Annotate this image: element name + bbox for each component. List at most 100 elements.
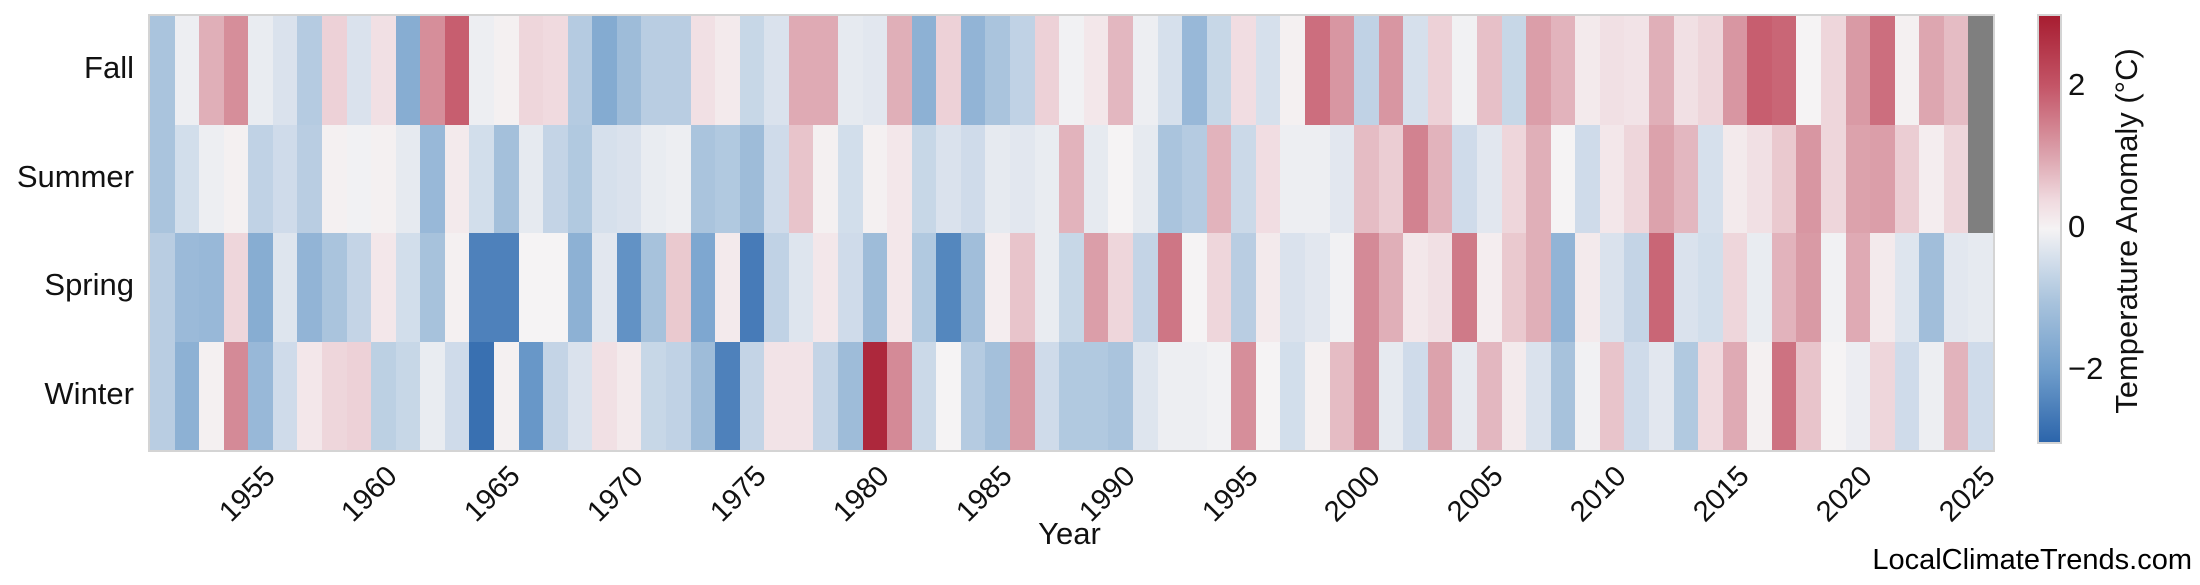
heatmap-cell xyxy=(1870,124,1895,233)
heatmap-cell xyxy=(592,233,617,342)
watermark-text: LocalClimateTrends.com xyxy=(1872,544,2192,576)
heatmap-cell xyxy=(1403,233,1428,342)
heatmap-cell xyxy=(518,341,544,450)
heatmap-cell xyxy=(1108,124,1133,233)
heatmap-cell xyxy=(960,16,986,125)
heatmap-cell xyxy=(1108,233,1133,342)
heatmap-cell xyxy=(788,233,814,342)
heatmap-cell xyxy=(199,124,224,233)
heatmap-cell xyxy=(567,341,593,450)
heatmap-cell xyxy=(1501,124,1527,233)
heatmap-cell xyxy=(1673,16,1699,125)
heatmap-cell xyxy=(1550,16,1576,125)
heatmap-cell xyxy=(911,124,937,233)
heatmap-cell xyxy=(174,233,200,342)
heatmap-cell xyxy=(616,233,642,342)
heatmap-cell xyxy=(1820,124,1846,233)
heatmap-cell xyxy=(1378,16,1404,125)
heatmap-cell xyxy=(985,16,1011,125)
heatmap-cell xyxy=(690,16,716,125)
heatmap-cell xyxy=(1132,124,1158,233)
heatmap-cell xyxy=(1648,124,1674,233)
heatmap-cell xyxy=(1771,233,1797,342)
heatmap-cell xyxy=(862,16,888,125)
heatmap-cell xyxy=(174,341,200,450)
heatmap-cell xyxy=(690,124,716,233)
heatmap-cell xyxy=(1747,124,1772,233)
heatmap-cell xyxy=(1280,124,1305,233)
heatmap-cell xyxy=(813,341,839,450)
heatmap-cell xyxy=(1575,233,1600,342)
row-label-summer: Summer xyxy=(16,158,134,194)
heatmap-cell xyxy=(1083,16,1109,125)
heatmap-cell xyxy=(1132,16,1158,125)
heatmap-cell xyxy=(911,341,937,450)
heatmap-cell xyxy=(690,341,716,450)
heatmap-cell xyxy=(715,341,740,450)
heatmap-cell xyxy=(1132,233,1158,342)
heatmap-cell xyxy=(543,16,568,125)
heatmap-cell xyxy=(1968,124,1993,233)
heatmap-cell xyxy=(1526,124,1551,233)
heatmap-cell xyxy=(1034,124,1060,233)
heatmap-cell xyxy=(346,124,372,233)
heatmap-cell xyxy=(444,16,470,125)
heatmap-cell xyxy=(1403,124,1428,233)
colorbar-title: Temperature Anomaly (°C) xyxy=(2109,48,2144,414)
heatmap-cell xyxy=(1968,16,1993,125)
heatmap-cell xyxy=(174,124,200,233)
heatmap-cell xyxy=(1968,341,1993,450)
heatmap-cell xyxy=(297,16,322,125)
heatmap-cell xyxy=(518,233,544,342)
heatmap-cell xyxy=(1624,233,1649,342)
heatmap-cell xyxy=(346,341,372,450)
heatmap-cell xyxy=(1968,233,1993,342)
colorbar-tick-0: 0 xyxy=(2068,209,2086,244)
row-label-spring: Spring xyxy=(44,267,134,303)
heatmap-cell xyxy=(420,124,445,233)
heatmap-cell xyxy=(1354,16,1379,125)
heatmap-cell xyxy=(248,16,273,125)
heatmap-cell xyxy=(1747,341,1772,450)
heatmap-cell xyxy=(1919,124,1944,233)
heatmap-cell xyxy=(395,16,421,125)
heatmap-cell xyxy=(1796,341,1821,450)
heatmap-cell xyxy=(936,341,961,450)
heatmap-cell xyxy=(1280,233,1305,342)
heatmap-cell xyxy=(1673,124,1699,233)
heatmap-cell xyxy=(543,341,568,450)
heatmap-cell xyxy=(788,124,814,233)
heatmap-cell xyxy=(1599,124,1625,233)
heatmap-cell xyxy=(322,16,347,125)
heatmap-cell xyxy=(960,341,986,450)
heatmap-cell xyxy=(1820,16,1846,125)
heatmap-cell xyxy=(1157,124,1183,233)
heatmap-cell xyxy=(1206,16,1232,125)
heatmap-cell xyxy=(1648,16,1674,125)
heatmap-cell xyxy=(297,233,322,342)
heatmap-cell xyxy=(641,16,667,125)
heatmap-cell xyxy=(223,124,249,233)
heatmap-cell xyxy=(1059,124,1084,233)
heatmap-cell xyxy=(666,124,691,233)
heatmap-cell xyxy=(1796,124,1821,233)
heatmap-cell xyxy=(567,124,593,233)
heatmap-cell xyxy=(1206,341,1232,450)
heatmap-cell xyxy=(1870,233,1895,342)
heatmap-cell xyxy=(1919,341,1944,450)
heatmap-cell xyxy=(1820,233,1846,342)
heatmap-cell xyxy=(1845,341,1871,450)
heatmap-cell xyxy=(444,233,470,342)
heatmap-cell xyxy=(322,124,347,233)
heatmap-cell xyxy=(174,16,200,125)
heatmap-cell xyxy=(1943,341,1969,450)
heatmap-cell xyxy=(1771,341,1797,450)
heatmap-cell xyxy=(1378,233,1404,342)
row-label-fall: Fall xyxy=(84,50,134,86)
heatmap-cell xyxy=(1943,124,1969,233)
heatmap-cell xyxy=(1452,341,1477,450)
heatmap-cell xyxy=(223,341,249,450)
heatmap-cell xyxy=(1427,124,1453,233)
heatmap-cell xyxy=(469,341,495,450)
heatmap-cell xyxy=(567,233,593,342)
